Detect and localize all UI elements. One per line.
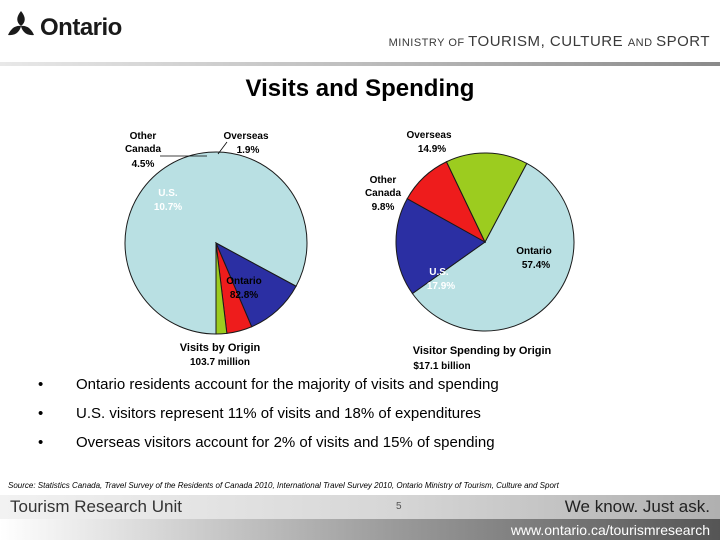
- label-visits-ontario-value: 82.8%: [230, 290, 258, 301]
- label-spending-ontario-name: Ontario: [516, 246, 552, 257]
- label-visits-overseas-value: 1.9%: [237, 145, 260, 156]
- pie-charts: Other Canada 4.5% Overseas 1.9% U.S. 10.…: [124, 130, 575, 372]
- footer-tagline: We know. Just ask.: [564, 497, 710, 516]
- pie-slice-overseas: [215, 242, 228, 335]
- pie-slice-us: [395, 198, 486, 295]
- label-spending-overseas-name: Overseas: [406, 130, 451, 141]
- label-visits-other-canada-name-1: Other: [130, 131, 157, 142]
- label-spending-other-canada-name-2: Canada: [365, 188, 402, 199]
- label-spending-other-canada-value: 9.8%: [372, 202, 395, 213]
- label-visits-us-name: U.S.: [158, 188, 178, 199]
- list-item: • U.S. visitors represent 11% of visits a…: [38, 405, 678, 434]
- visits-chart-title: Visits by Origin: [180, 342, 261, 354]
- bullet-icon: •: [38, 376, 44, 393]
- label-visits-other-canada-value: 4.5%: [132, 159, 155, 170]
- label-visits-us-value: 10.7%: [154, 202, 182, 213]
- footer-unit-name: Tourism Research Unit: [10, 497, 182, 516]
- key-findings-list: • Ontario residents account for the major…: [38, 376, 678, 463]
- page-number: 5: [396, 501, 402, 512]
- pie-slice-ontario: [411, 162, 575, 332]
- trillium-icon: [8, 11, 34, 36]
- label-spending-us-value: 17.9%: [427, 281, 455, 292]
- bullet-text: Ontario residents account for the majori…: [76, 376, 499, 393]
- bullet-icon: •: [38, 405, 44, 422]
- visits-pie-chart: [124, 151, 308, 335]
- bullet-icon: •: [38, 434, 44, 451]
- header-divider: [0, 62, 720, 66]
- spending-chart-subtitle: $17.1 billion: [413, 361, 470, 372]
- label-visits-ontario-name: Ontario: [226, 276, 262, 287]
- pie-slice-overseas: [445, 152, 528, 244]
- bullet-text: U.S. visitors represent 11% of visits an…: [76, 405, 481, 422]
- label-visits-other-canada-name-2: Canada: [125, 144, 162, 155]
- footer-url[interactable]: www.ontario.ca/tourismresearch: [510, 522, 710, 538]
- ministry-name: MINISTRY OF TOURISM, CULTURE AND SPORT: [388, 33, 710, 50]
- label-spending-ontario-value: 57.4%: [522, 260, 550, 271]
- list-item: • Ontario residents account for the major…: [38, 376, 678, 405]
- list-item: • Overseas visitors account for 2% of vis…: [38, 434, 678, 463]
- source-note: Source: Statistics Canada, Travel Survey…: [8, 481, 559, 490]
- bullet-text: Overseas visitors account for 2% of visi…: [76, 434, 495, 451]
- label-spending-overseas-value: 14.9%: [418, 144, 446, 155]
- label-spending-other-canada-name-1: Other: [370, 175, 397, 186]
- leader-visits-overseas: [217, 141, 228, 155]
- footer-bar: [0, 495, 720, 519]
- spending-pie-chart: [395, 152, 575, 332]
- ontario-logo: Ontario: [4, 4, 144, 44]
- brand-name: Ontario: [40, 14, 122, 41]
- label-spending-us-name: U.S.: [429, 267, 449, 278]
- visits-chart-subtitle: 103.7 million: [190, 357, 250, 368]
- footer-url-bar: [0, 519, 720, 540]
- label-visits-overseas-name: Overseas: [223, 131, 268, 142]
- spending-chart-title: Visitor Spending by Origin: [413, 345, 552, 357]
- page-title: Visits and Spending: [245, 75, 475, 102]
